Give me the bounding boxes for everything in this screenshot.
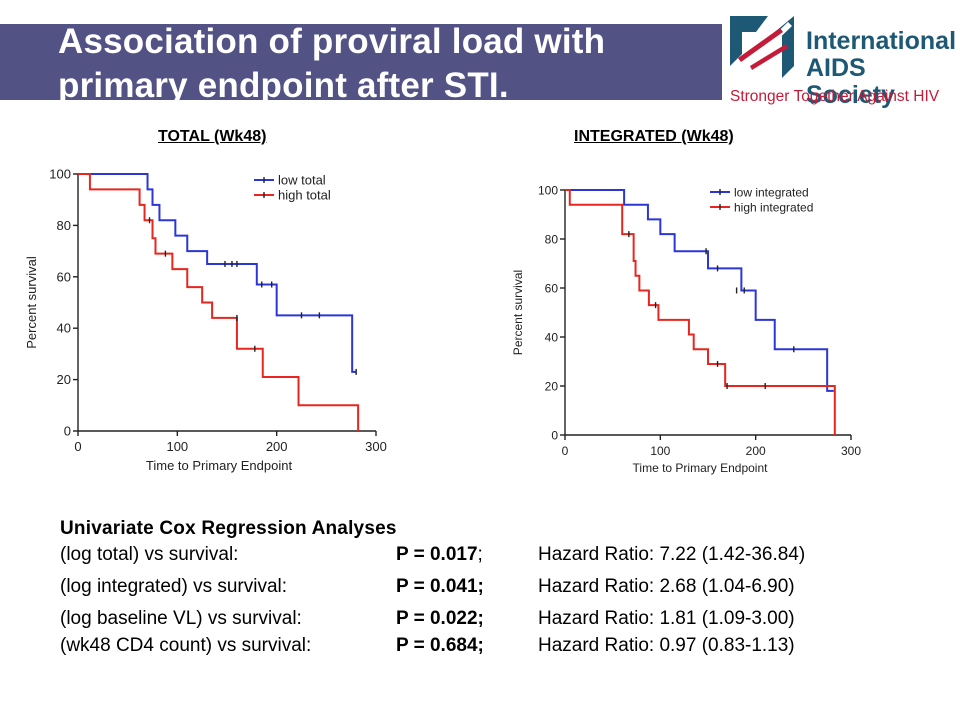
stat-hazard-ratio: Hazard Ratio: 1.81 (1.09-3.00) <box>538 608 795 630</box>
series-line-high <box>565 190 835 435</box>
y-tick-label: 20 <box>545 380 559 394</box>
x-tick-label: 0 <box>562 444 569 458</box>
y-tick-label: 80 <box>545 233 559 247</box>
stat-p-value: P = 0.684; <box>396 635 484 657</box>
stat-row: (log total) vs survival: P = 0.017; Haza… <box>60 544 920 576</box>
legend-label: high integrated <box>734 201 813 215</box>
cox-regression-block: Univariate Cox Regression Analyses (log … <box>60 518 920 667</box>
stat-hazard-ratio: Hazard Ratio: 2.68 (1.04-6.90) <box>538 576 795 598</box>
x-tick-label: 100 <box>650 444 670 458</box>
stat-label: (log baseline VL) vs survival: <box>60 608 302 630</box>
y-tick-label: 60 <box>545 282 559 296</box>
stat-hazard-ratio: Hazard Ratio: 7.22 (1.42-36.84) <box>538 544 805 566</box>
y-tick-label: 100 <box>538 184 558 198</box>
stat-separator: ; <box>478 544 483 565</box>
stat-p-value: P = 0.017; <box>396 544 483 566</box>
y-axis-label: Percent survival <box>511 270 525 355</box>
legend-label: low integrated <box>734 186 809 200</box>
y-tick-label: 0 <box>551 429 558 443</box>
stat-label: (wk48 CD4 count) vs survival: <box>60 635 311 657</box>
stat-hazard-ratio: Hazard Ratio: 0.97 (0.83-1.13) <box>538 635 795 657</box>
x-axis-label: Time to Primary Endpoint <box>633 461 769 475</box>
stat-p-value: P = 0.022; <box>396 608 484 630</box>
y-tick-label: 40 <box>545 331 559 345</box>
stats-heading: Univariate Cox Regression Analyses <box>60 518 920 540</box>
x-tick-label: 300 <box>841 444 861 458</box>
x-tick-label: 200 <box>746 444 766 458</box>
stat-row: (wk48 CD4 count) vs survival: P = 0.684;… <box>60 635 920 667</box>
stat-row: (log baseline VL) vs survival: P = 0.022… <box>60 608 920 635</box>
stat-label: (log integrated) vs survival: <box>60 576 287 598</box>
stat-p-value: P = 0.041; <box>396 576 484 598</box>
stat-label: (log total) vs survival: <box>60 544 238 566</box>
stat-row: (log integrated) vs survival: P = 0.041;… <box>60 576 920 608</box>
series-line-low <box>565 190 834 391</box>
